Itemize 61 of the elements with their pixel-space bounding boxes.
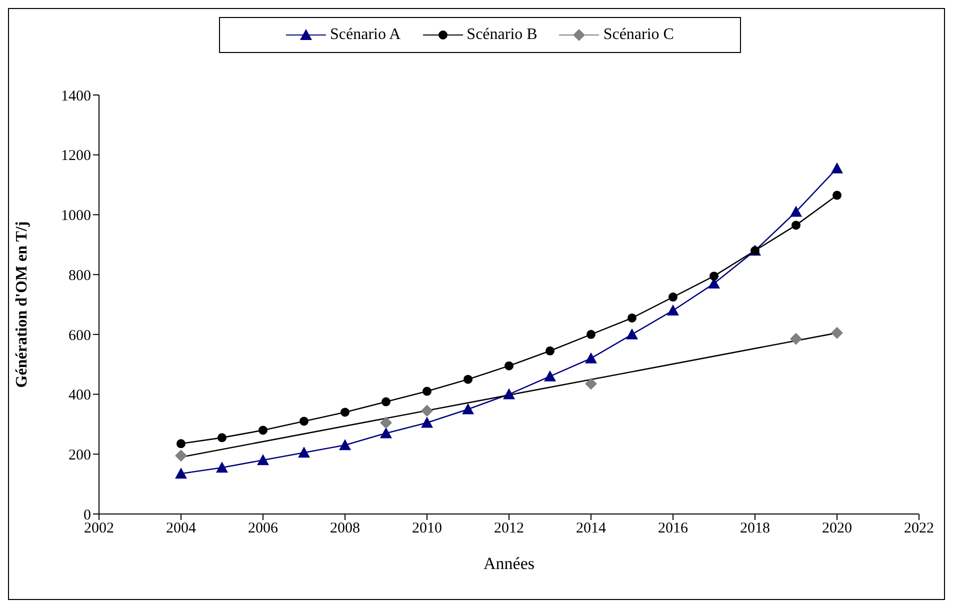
point bbox=[503, 388, 515, 400]
point bbox=[546, 346, 554, 356]
y-tick-label: 1400 bbox=[61, 88, 91, 104]
point bbox=[175, 450, 187, 462]
x-tick-label: 2020 bbox=[822, 520, 852, 537]
point bbox=[382, 397, 390, 406]
point bbox=[790, 332, 802, 345]
legend-label: Scénario B bbox=[466, 26, 538, 44]
point bbox=[626, 328, 638, 340]
point bbox=[831, 162, 843, 174]
point bbox=[628, 313, 636, 322]
point bbox=[464, 374, 472, 384]
x-tick-label: 2004 bbox=[166, 520, 196, 537]
point bbox=[667, 304, 679, 316]
point bbox=[218, 433, 226, 442]
y-tick-label: 400 bbox=[68, 388, 91, 404]
point bbox=[421, 404, 433, 417]
point bbox=[585, 352, 597, 364]
point bbox=[792, 220, 800, 230]
point bbox=[790, 206, 802, 217]
y-axis-title: Génération d'OM en T/j bbox=[14, 221, 31, 388]
point bbox=[710, 272, 718, 281]
point bbox=[380, 427, 392, 438]
x-axis-title: Années bbox=[484, 554, 534, 573]
point bbox=[216, 462, 228, 473]
x-tick-label: 2008 bbox=[330, 520, 360, 537]
point bbox=[831, 326, 843, 339]
point bbox=[257, 454, 269, 466]
point bbox=[832, 190, 842, 200]
point bbox=[300, 416, 308, 426]
legend-label: Scénario C bbox=[603, 26, 674, 44]
point bbox=[340, 408, 350, 417]
point bbox=[421, 416, 433, 428]
legend-label: Scénario A bbox=[330, 26, 401, 44]
y-tick-label: 800 bbox=[68, 268, 91, 284]
point bbox=[175, 468, 187, 479]
x-tick-label: 2012 bbox=[494, 520, 524, 537]
point bbox=[668, 292, 678, 302]
x-tick-label: 2010 bbox=[412, 520, 442, 537]
point bbox=[586, 330, 596, 339]
point bbox=[339, 439, 351, 450]
y-tick-label: 1200 bbox=[61, 148, 91, 164]
y-tick-label: 1000 bbox=[61, 208, 91, 224]
x-tick-label: 2018 bbox=[740, 520, 770, 537]
point bbox=[176, 439, 186, 448]
point bbox=[422, 386, 432, 396]
x-tick-label: 2014 bbox=[576, 520, 606, 537]
point bbox=[380, 416, 392, 429]
x-tick-label: 2022 bbox=[904, 520, 934, 537]
point bbox=[504, 361, 514, 370]
point bbox=[298, 446, 310, 458]
point bbox=[258, 426, 268, 435]
y-tick-label: 0 bbox=[84, 507, 91, 524]
point bbox=[544, 370, 556, 382]
x-tick-label: 2006 bbox=[248, 520, 278, 537]
x-tick-label: 2016 bbox=[658, 520, 688, 537]
point bbox=[462, 403, 474, 414]
x-tick-label: 2002 bbox=[84, 520, 114, 537]
y-tick-label: 600 bbox=[68, 328, 91, 344]
y-tick-label: 200 bbox=[68, 447, 91, 464]
point bbox=[585, 378, 597, 390]
